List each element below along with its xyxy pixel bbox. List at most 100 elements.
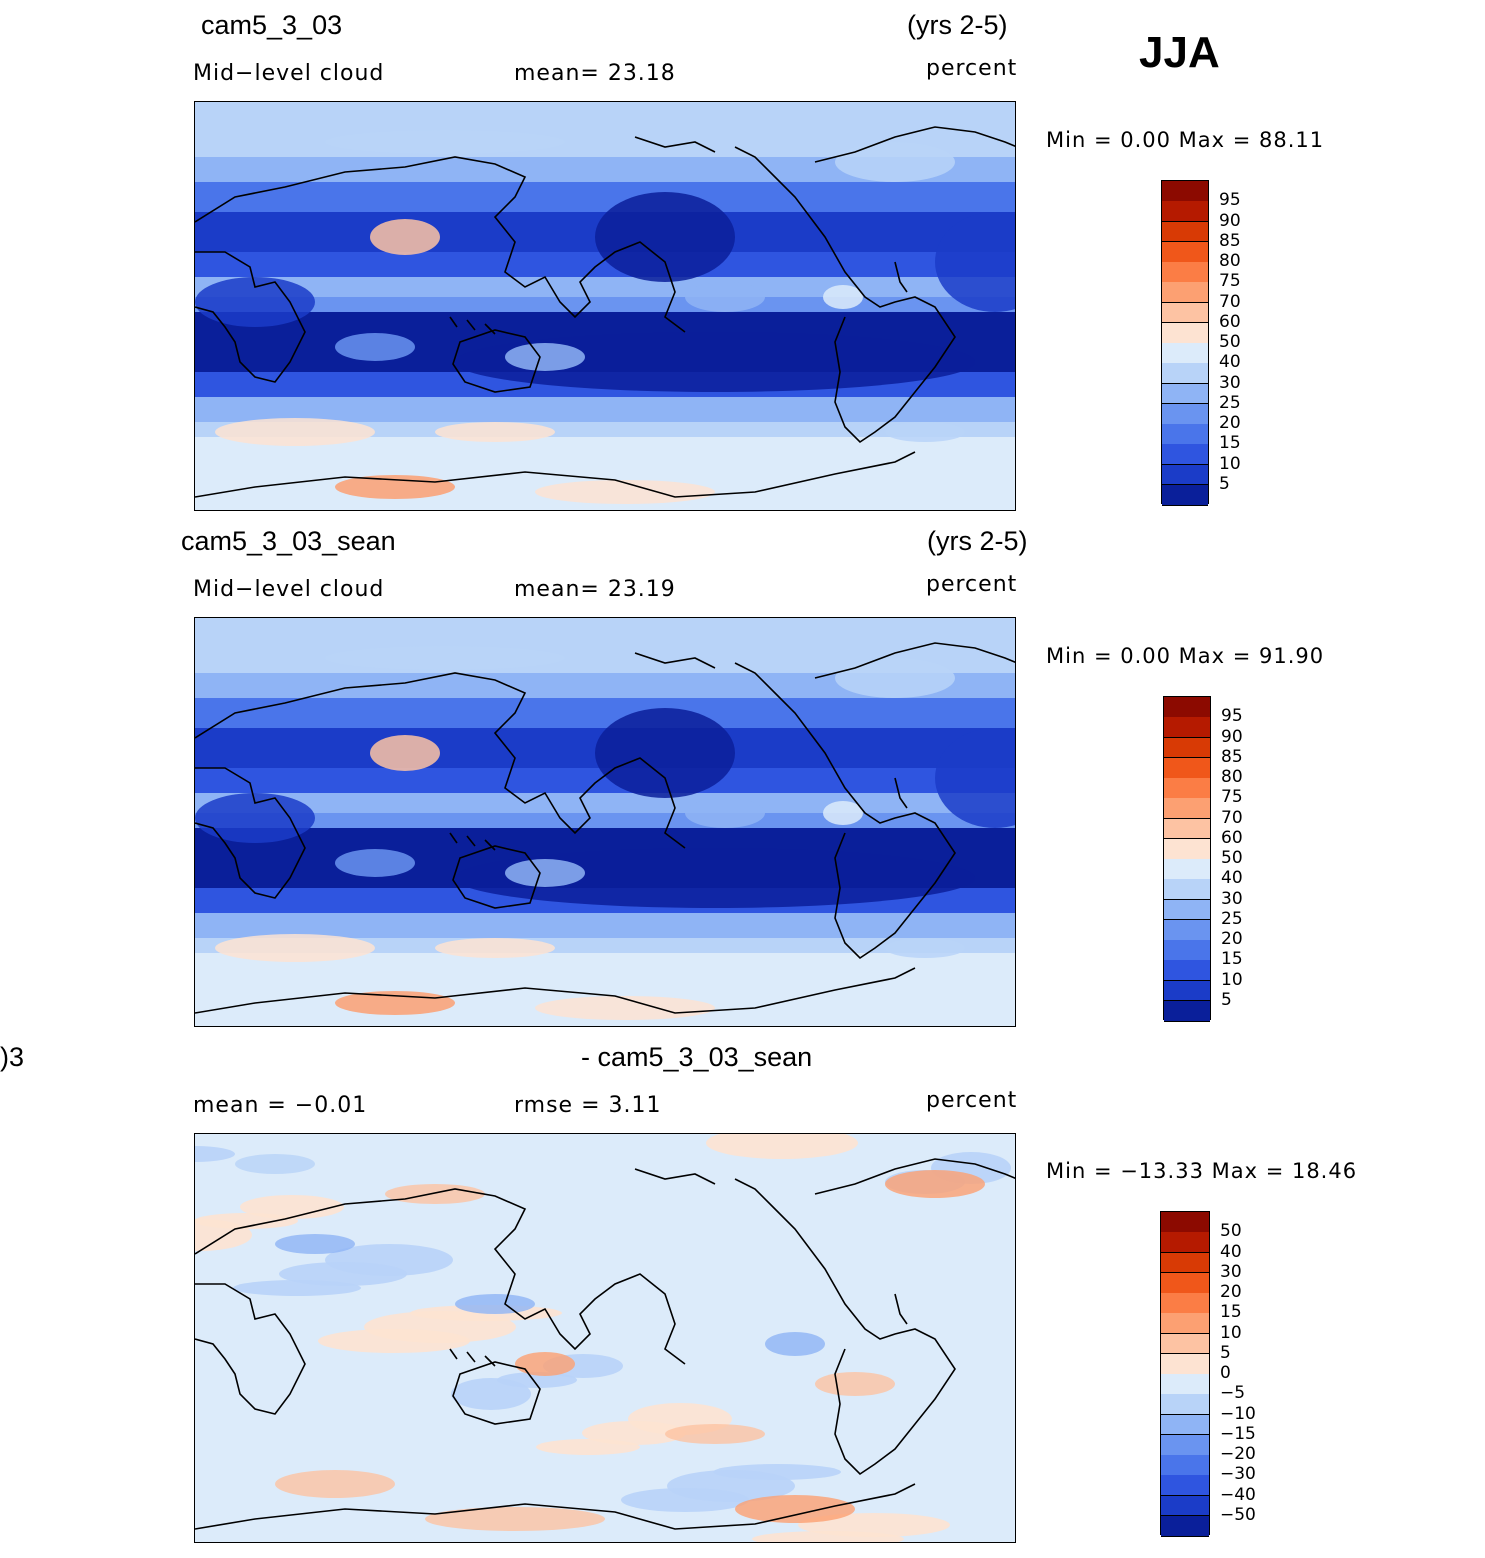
colorbar-swatch bbox=[1162, 424, 1208, 445]
colorbar-label: 70 bbox=[1219, 291, 1241, 312]
panel3-units: percent bbox=[926, 1088, 1018, 1113]
field-blob bbox=[235, 1154, 315, 1174]
field-band bbox=[195, 698, 1015, 729]
field-blob bbox=[318, 1329, 470, 1353]
coastline bbox=[894, 777, 908, 809]
panel2-map bbox=[194, 617, 1016, 1027]
field-blob bbox=[582, 1421, 686, 1445]
field-blob bbox=[325, 130, 565, 154]
field-blob bbox=[215, 934, 375, 962]
field-blob bbox=[515, 1352, 575, 1376]
colorbar-swatch bbox=[1164, 980, 1210, 1002]
coastline bbox=[452, 845, 541, 909]
field-blob bbox=[535, 996, 715, 1020]
field-band bbox=[195, 277, 1015, 298]
colorbar-swatch bbox=[1164, 757, 1210, 779]
field-blob bbox=[279, 1262, 407, 1286]
panel1-minmax: Min = 0.00 Max = 88.11 bbox=[1046, 128, 1325, 152]
colorbar-swatch bbox=[1162, 383, 1208, 405]
colorbar-swatch bbox=[1164, 717, 1210, 738]
field-blob bbox=[451, 1378, 531, 1410]
colorbar-label: 10 bbox=[1219, 453, 1241, 474]
coastline bbox=[195, 251, 306, 383]
colorbar-label: −30 bbox=[1220, 1464, 1256, 1485]
field-blob bbox=[885, 422, 965, 442]
field-band bbox=[195, 182, 1015, 213]
colorbar-label: −20 bbox=[1220, 1444, 1256, 1464]
colorbar-label: 75 bbox=[1219, 271, 1241, 292]
field-blob bbox=[735, 1495, 855, 1523]
colorbar-label: 90 bbox=[1219, 210, 1241, 231]
colorbar-swatch bbox=[1161, 1272, 1209, 1294]
colorbar-label: 50 bbox=[1220, 1221, 1242, 1242]
colorbar-label: 20 bbox=[1221, 929, 1243, 949]
colorbar-label: 80 bbox=[1221, 767, 1243, 787]
coastline bbox=[195, 1483, 916, 1530]
field-blob bbox=[455, 848, 975, 908]
panel3-case-left-fragment: )3 bbox=[0, 1042, 25, 1072]
field-blob bbox=[885, 1170, 985, 1198]
panel1-colorbar bbox=[1161, 180, 1209, 506]
map-svg bbox=[195, 618, 1015, 1026]
colorbar-swatch bbox=[1162, 302, 1208, 324]
coastline bbox=[634, 1168, 716, 1185]
coastline bbox=[195, 156, 686, 333]
field-blob bbox=[935, 212, 1015, 312]
colorbar-swatch bbox=[1161, 1333, 1209, 1355]
field-blob bbox=[275, 1234, 355, 1254]
colorbar-label: 10 bbox=[1220, 1322, 1242, 1343]
colorbar-swatch bbox=[1164, 737, 1210, 759]
colorbar-swatch bbox=[1161, 1434, 1209, 1456]
colorbar-label: 30 bbox=[1221, 888, 1243, 909]
colorbar-label: 50 bbox=[1219, 332, 1241, 352]
panel3-rmse: rmse = 3.11 bbox=[514, 1093, 662, 1118]
field-blob bbox=[215, 418, 375, 446]
panel1-variable: Mid−level cloud bbox=[193, 61, 385, 86]
field-band bbox=[195, 397, 1015, 423]
colorbar-label: 15 bbox=[1220, 1302, 1242, 1323]
colorbar-label: 15 bbox=[1219, 433, 1241, 454]
panel3-colorbar bbox=[1160, 1211, 1210, 1537]
field-band bbox=[195, 422, 1015, 438]
field-blob bbox=[370, 735, 440, 771]
panel2-mean: mean= 23.19 bbox=[514, 577, 676, 602]
field-blob bbox=[275, 1470, 395, 1498]
field-blob bbox=[370, 219, 440, 255]
colorbar-label: 40 bbox=[1220, 1241, 1242, 1262]
colorbar-label: 30 bbox=[1219, 372, 1241, 393]
panel2-colorbar bbox=[1163, 696, 1211, 1022]
colorbar-label: 10 bbox=[1221, 969, 1243, 990]
colorbar-swatch bbox=[1164, 879, 1210, 900]
colorbar-label: 40 bbox=[1221, 868, 1243, 889]
colorbar-swatch bbox=[1162, 282, 1208, 303]
field-blob bbox=[835, 142, 955, 182]
colorbar-swatch bbox=[1162, 221, 1208, 243]
field-blob bbox=[335, 849, 415, 877]
colorbar-swatch bbox=[1161, 1414, 1209, 1436]
field-blob bbox=[505, 859, 585, 887]
field-blob bbox=[815, 1372, 895, 1396]
field-band bbox=[195, 793, 1015, 814]
colorbar-swatch bbox=[1162, 484, 1208, 506]
colorbar-label: −15 bbox=[1220, 1423, 1256, 1444]
colorbar-swatch bbox=[1164, 818, 1210, 840]
panel2-years: (yrs 2-5) bbox=[927, 526, 1028, 556]
field-band bbox=[195, 297, 1015, 313]
colorbar-label: 80 bbox=[1219, 251, 1241, 271]
colorbar-swatch bbox=[1161, 1495, 1209, 1517]
colorbar-label: 60 bbox=[1221, 827, 1243, 848]
field-blob bbox=[195, 1146, 235, 1162]
colorbar-swatch bbox=[1162, 201, 1208, 222]
panel3-mean: mean = −0.01 bbox=[193, 1093, 368, 1118]
colorbar-swatch bbox=[1162, 262, 1208, 283]
colorbar-swatch bbox=[1162, 241, 1208, 263]
coastline bbox=[449, 1348, 496, 1367]
colorbar-label: 90 bbox=[1221, 726, 1243, 747]
field-blob bbox=[835, 658, 955, 698]
coastline bbox=[634, 652, 716, 669]
colorbar-swatch bbox=[1164, 838, 1210, 860]
coastline bbox=[195, 967, 916, 1014]
colorbar-label: 85 bbox=[1219, 230, 1241, 251]
field-blob bbox=[335, 991, 455, 1015]
colorbar-swatch bbox=[1162, 181, 1208, 202]
